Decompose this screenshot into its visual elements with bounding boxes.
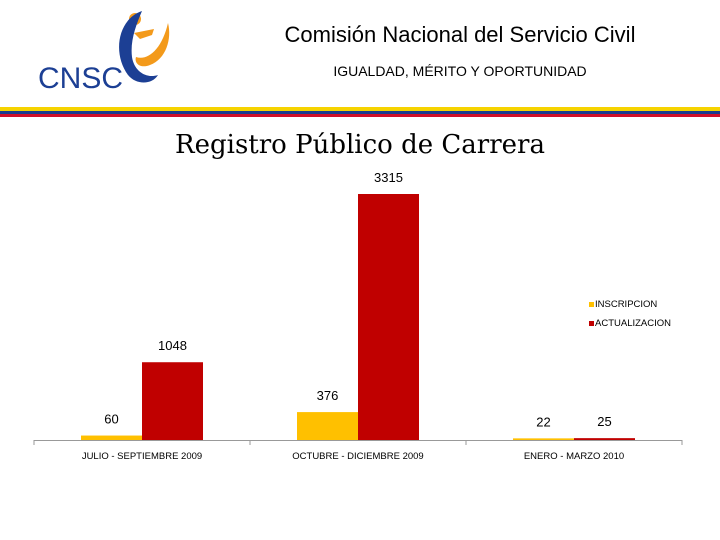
- data-label: 376: [317, 388, 339, 403]
- bar-actualizacion-1: [358, 194, 419, 440]
- cnsc-logo: CNSC: [38, 11, 170, 95]
- flag-stripe-blue: [0, 111, 720, 114]
- bar-actualizacion-2: [574, 438, 635, 440]
- data-label: 3315: [374, 170, 403, 185]
- legend-label: ACTUALIZACION: [595, 318, 671, 329]
- legend-swatch-actualizacion: [589, 321, 594, 326]
- logo-text: CNSC: [38, 62, 123, 95]
- logo-figure-swoosh-orange: [135, 23, 170, 67]
- logo-figure-swoosh-blue: [119, 11, 158, 83]
- page-title: Registro Público de Carrera: [175, 130, 545, 160]
- data-label: 22: [536, 414, 550, 429]
- bar-inscripcion-1: [297, 412, 358, 440]
- x-tick-label: JULIO - SEPTIEMBRE 2009: [82, 451, 202, 462]
- data-label: 60: [104, 412, 118, 427]
- bar-inscripcion-0: [81, 435, 142, 440]
- bar-inscripcion-2: [513, 438, 574, 440]
- header-title: Comisión Nacional del Servicio Civil: [284, 22, 636, 47]
- data-label: 1048: [158, 338, 187, 353]
- flag-stripe-red: [0, 114, 720, 117]
- flag-stripe-yellow: [0, 107, 720, 111]
- data-label: 25: [597, 414, 611, 429]
- x-tick-label: OCTUBRE - DICIEMBRE 2009: [292, 451, 423, 462]
- x-tick-label: ENERO - MARZO 2010: [524, 451, 624, 462]
- bar-actualizacion-0: [142, 362, 203, 440]
- header-subtitle: IGUALDAD, MÉRITO Y OPORTUNIDAD: [333, 63, 587, 79]
- logo-figure-body: [134, 29, 154, 39]
- legend-label: INSCRIPCION: [595, 299, 657, 310]
- legend-swatch-inscripcion: [589, 302, 594, 307]
